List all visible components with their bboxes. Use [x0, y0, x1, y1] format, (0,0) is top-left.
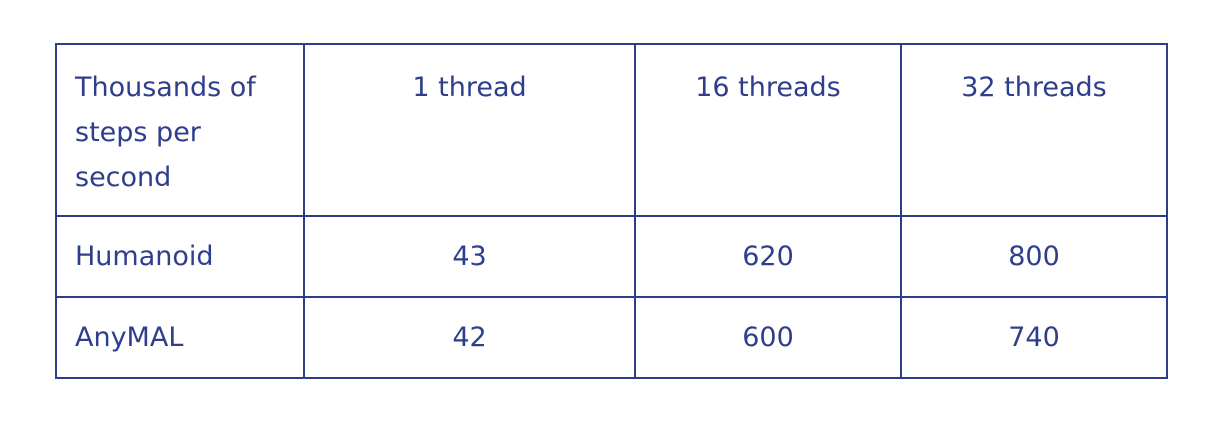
- header-cell-16-threads: 16 threads: [634, 43, 902, 217]
- header-cell-32-threads: 32 threads: [900, 43, 1168, 217]
- table-header-row: Thousands of steps per second 1 thread 1…: [55, 43, 1168, 217]
- header-cell-1-thread: 1 thread: [303, 43, 636, 217]
- cell-anymal-32-threads: 740: [900, 296, 1168, 379]
- cell-humanoid-32-threads: 800: [900, 215, 1168, 298]
- row-label-humanoid: Humanoid: [55, 215, 305, 298]
- cell-humanoid-16-threads: 620: [634, 215, 902, 298]
- row-label-anymal: AnyMAL: [55, 296, 305, 379]
- cell-humanoid-1-thread: 43: [303, 215, 636, 298]
- table-row-anymal: AnyMAL 42 600 740: [55, 296, 1168, 379]
- cell-anymal-16-threads: 600: [634, 296, 902, 379]
- header-metric-label: Thousands of steps per second: [75, 72, 256, 193]
- data-table: Thousands of steps per second 1 thread 1…: [55, 43, 1168, 379]
- cell-anymal-1-thread: 42: [303, 296, 636, 379]
- table-row-humanoid: Humanoid 43 620 800: [55, 215, 1168, 298]
- header-cell-metric: Thousands of steps per second: [55, 43, 305, 217]
- steps-per-second-table: Thousands of steps per second 1 thread 1…: [55, 43, 1168, 379]
